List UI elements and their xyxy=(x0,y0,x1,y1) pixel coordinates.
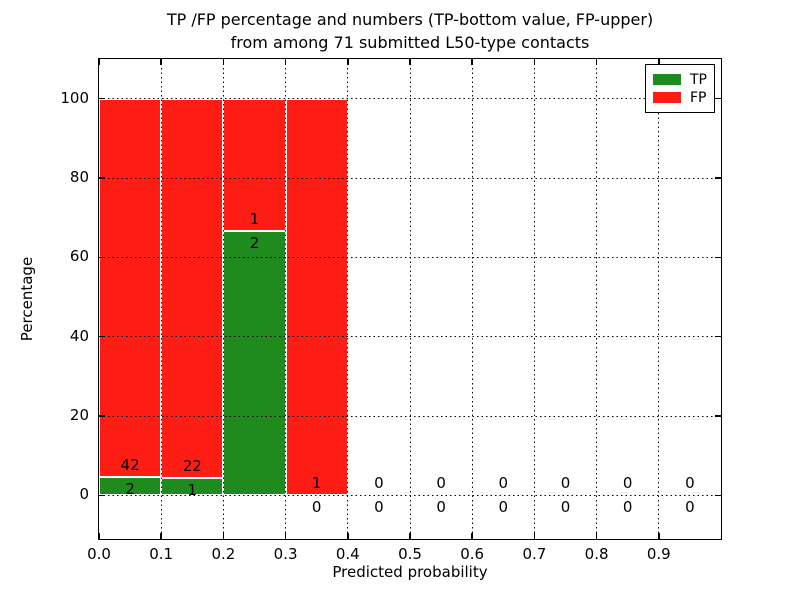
y-tick-mark-left xyxy=(99,494,105,497)
grid-line-v xyxy=(347,59,349,539)
x-tick-mark-top xyxy=(98,59,100,65)
tp-count-label: 0 xyxy=(622,498,633,517)
grid-line-v xyxy=(160,59,162,539)
x-tick-mark-top xyxy=(471,59,473,65)
legend-row-fp: FP xyxy=(653,89,707,106)
fp-count-label: 22 xyxy=(182,457,202,476)
fp-count-label: 0 xyxy=(560,474,571,493)
x-tick-mark-bottom xyxy=(160,533,162,539)
x-tick-label: 0.0 xyxy=(87,545,111,563)
x-tick-mark-top xyxy=(658,59,660,65)
x-tick-mark-bottom xyxy=(471,533,473,539)
tp-count-label: 0 xyxy=(498,498,509,517)
grid-line-v xyxy=(533,59,535,539)
x-tick-mark-bottom xyxy=(595,533,598,539)
fp-count-label: 0 xyxy=(436,474,446,493)
y-tick-mark-left xyxy=(99,177,105,179)
x-tick-label: 0.5 xyxy=(398,545,422,563)
x-tick-mark-top xyxy=(347,59,349,65)
y-tick-mark-right xyxy=(715,97,721,100)
grid-line-v xyxy=(596,59,598,539)
tp-count-label: 2 xyxy=(125,480,135,499)
x-tick-label: 0.7 xyxy=(522,545,547,563)
y-tick-mark-right xyxy=(715,415,721,417)
fp-count-label: 1 xyxy=(249,209,260,228)
x-tick-mark-bottom xyxy=(222,533,225,539)
x-tick-mark-top xyxy=(409,59,411,65)
x-tick-label: 0.4 xyxy=(335,545,360,563)
grid-line-v xyxy=(658,59,660,539)
legend-row-tp: TP xyxy=(653,71,707,88)
x-tick-mark-bottom xyxy=(533,533,536,539)
fp-count-label: 0 xyxy=(622,474,633,493)
x-tick-mark-bottom xyxy=(347,533,349,539)
grid-line-v xyxy=(471,59,473,539)
chart-title-line1: TP /FP percentage and numbers (TP-bottom… xyxy=(166,10,654,29)
chart-title: TP /FP percentage and numbers (TP-bottom… xyxy=(99,8,721,54)
y-tick-label: 100 xyxy=(60,88,89,107)
y-tick-mark-left xyxy=(99,256,105,259)
x-tick-mark-top xyxy=(222,59,225,65)
x-tick-mark-bottom xyxy=(284,533,287,539)
y-tick-label: 0 xyxy=(79,485,89,504)
x-tick-label: 0.9 xyxy=(646,545,671,563)
grid-line-v xyxy=(222,59,224,539)
grid-line-v xyxy=(285,59,287,539)
tp-count-label: 0 xyxy=(374,498,384,517)
legend-label-fp: FP xyxy=(690,89,707,106)
legend-label-tp: TP xyxy=(690,71,707,88)
bar-segment-fp xyxy=(223,98,286,231)
y-tick-mark-right xyxy=(715,177,721,179)
tp-count-label: 2 xyxy=(249,233,260,252)
tp-count-label: 0 xyxy=(685,498,695,517)
fp-count-label: 0 xyxy=(374,474,384,493)
legend: TP FP xyxy=(645,64,715,113)
y-tick-label: 20 xyxy=(69,406,89,425)
y-tick-mark-left xyxy=(99,335,105,338)
y-tick-mark-right xyxy=(715,256,721,259)
x-tick-label: 0.1 xyxy=(149,545,174,563)
grid-line-v xyxy=(409,59,411,539)
x-tick-mark-top xyxy=(533,59,536,65)
bar-segment-fp xyxy=(161,98,224,479)
tp-count-label: 1 xyxy=(187,481,198,500)
y-tick-mark-right xyxy=(715,335,721,338)
x-tick-mark-bottom xyxy=(658,533,660,539)
x-tick-mark-top xyxy=(284,59,287,65)
x-tick-mark-top xyxy=(160,59,162,65)
x-tick-label: 0.3 xyxy=(273,545,298,563)
plot-area: TP FP 0 20 40 60 80 100 0.0 0.1 0.2 0.3 0.4 0.5 0.6 0… xyxy=(60,58,722,563)
x-tick-label: 0.8 xyxy=(584,545,609,563)
fp-count-label: 0 xyxy=(498,474,509,493)
y-tick-mark-left xyxy=(99,97,105,100)
y-tick-label: 80 xyxy=(69,168,89,186)
fp-count-label: 1 xyxy=(311,474,322,493)
fp-count-label: 0 xyxy=(685,474,695,493)
y-tick-label: 60 xyxy=(69,247,89,266)
bar-segment-tp xyxy=(99,477,162,496)
bar-segment-tp xyxy=(223,230,286,496)
bar-segment-tp xyxy=(161,478,224,496)
y-axis-label-text: Percentage xyxy=(18,256,36,342)
y-tick-mark-left xyxy=(99,415,105,417)
x-tick-label: 0.6 xyxy=(460,545,485,563)
y-tick-mark-right xyxy=(715,494,721,497)
x-tick-label: 0.2 xyxy=(211,545,236,563)
x-axis-label: Predicted probability xyxy=(332,563,488,581)
tp-count-label: 0 xyxy=(311,498,322,517)
tp-legend-swatch-icon xyxy=(653,74,681,85)
tp-count-label: 0 xyxy=(436,498,446,517)
fp-count-label: 42 xyxy=(120,456,140,475)
tp-count-label: 0 xyxy=(560,498,571,517)
x-tick-mark-bottom xyxy=(409,533,411,539)
y-tick-label: 40 xyxy=(69,326,89,345)
x-tick-mark-bottom xyxy=(98,533,100,539)
chart-title-line2: from among 71 submitted L50-type contact… xyxy=(230,33,590,52)
bar-segment-fp xyxy=(285,98,348,496)
bar-segment-fp xyxy=(99,98,162,478)
fp-legend-swatch-icon xyxy=(653,92,681,103)
x-tick-mark-top xyxy=(595,59,598,65)
